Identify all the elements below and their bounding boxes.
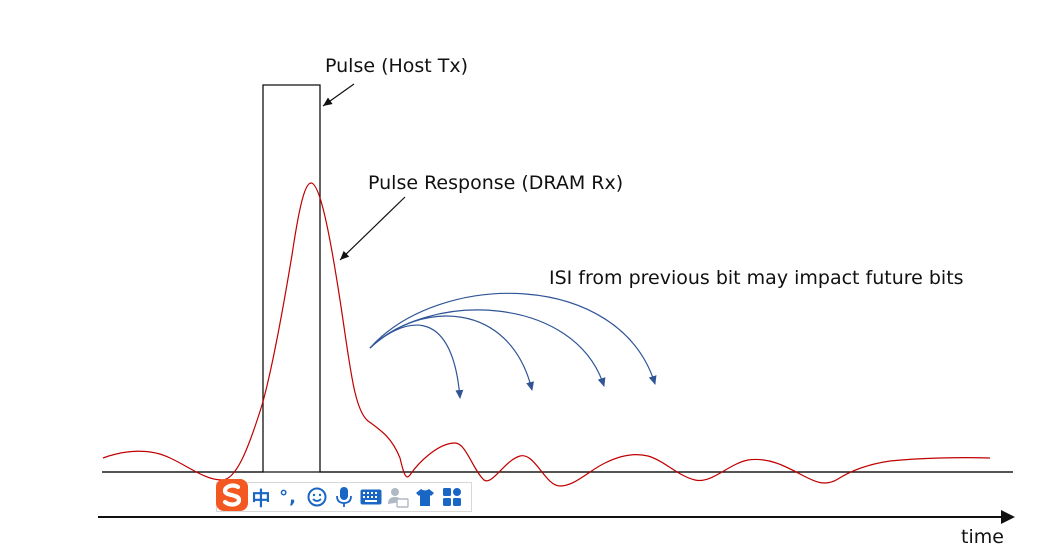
user-card-icon[interactable]	[384, 484, 411, 510]
pulse-host-label: Pulse (Host Tx)	[325, 55, 468, 77]
time-axis-arrowhead	[1001, 510, 1015, 524]
pulse-response-waveform	[102, 182, 991, 487]
pulse-response-label: Pulse Response (DRAM Rx)	[368, 172, 623, 194]
isi-arrows	[369, 292, 657, 399]
microphone-icon[interactable]	[330, 484, 357, 510]
keyboard-icon[interactable]	[357, 484, 384, 510]
pulse-host-waveform	[102, 84, 1013, 473]
emoji-icon[interactable]	[303, 484, 330, 510]
isi-label: ISI from previous bit may impact future …	[549, 267, 964, 289]
apps-grid-icon[interactable]	[438, 484, 465, 510]
ime-toolbar: 中 °,	[216, 479, 472, 512]
pulse-host-pointer	[322, 83, 355, 107]
isi-arrow-4	[369, 292, 657, 385]
skin-shirt-icon[interactable]	[411, 484, 438, 510]
isi-arrow-1	[369, 324, 464, 399]
punctuation-icon[interactable]: °,	[279, 486, 297, 508]
isi-arrow-3	[369, 309, 606, 387]
pulse-response-pointer	[339, 196, 406, 261]
sogou-logo-icon[interactable]	[215, 478, 249, 512]
time-axis-label: time	[961, 526, 1004, 548]
chinese-mode-icon[interactable]: 中	[251, 487, 271, 510]
